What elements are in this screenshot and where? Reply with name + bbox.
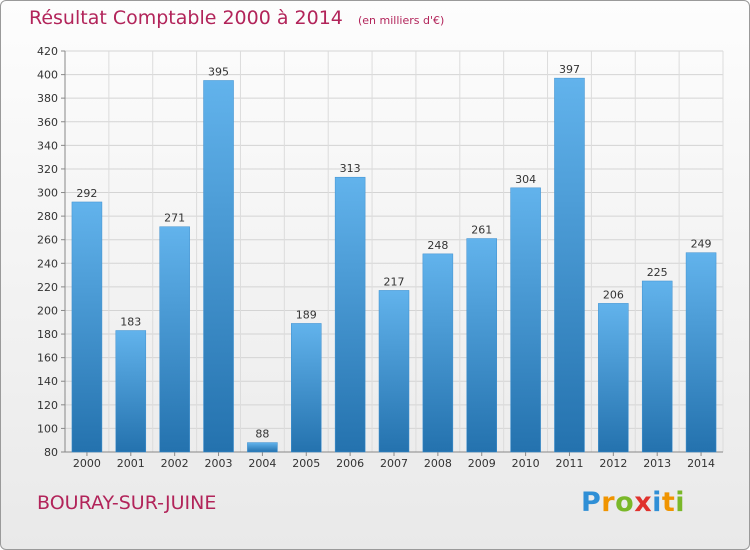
bar [71,201,103,453]
y-tick-label: 80 [44,446,58,459]
logo-letter: r [601,487,616,518]
y-tick-label: 140 [37,375,58,388]
data-label: 217 [384,275,405,288]
bar [203,80,234,453]
y-tick-label: 340 [37,139,58,152]
bar [641,280,673,453]
bar [554,77,585,453]
data-label: 183 [120,316,141,329]
logo-letter: t [661,487,676,518]
y-tick-label: 100 [37,422,58,435]
bar [247,442,278,453]
chart-title: Résultat Comptable 2000 à 2014 [29,7,343,29]
y-tick-label: 180 [37,328,58,341]
y-tick-label: 160 [37,352,58,365]
data-label: 189 [296,308,317,321]
data-label: 88 [255,428,269,441]
x-tick-label: 2000 [73,457,101,470]
data-label: 397 [559,63,580,76]
y-tick-label: 200 [37,304,58,317]
logo-letter: i [675,487,686,518]
x-tick-label: 2004 [248,457,276,470]
bar [159,226,190,453]
y-tick-label: 400 [37,69,58,82]
x-tick-label: 2005 [292,457,320,470]
x-tick-label: 2009 [468,457,496,470]
bar [510,187,541,453]
x-tick-label: 2010 [512,457,540,470]
logo-letter: P [581,487,602,518]
logo-letter: x [634,487,653,518]
y-tick-label: 240 [37,257,58,270]
y-tick-label: 300 [37,187,58,200]
data-label: 249 [691,238,712,251]
bar [685,252,717,453]
y-tick-label: 360 [37,116,58,129]
y-tick-label: 320 [37,163,58,176]
bar [598,303,629,453]
bar [422,253,454,453]
y-tick-label: 260 [37,234,58,247]
x-tick-label: 2011 [555,457,583,470]
proxiti-logo: Proxiti [581,487,685,518]
y-tick-label: 220 [37,281,58,294]
data-label: 395 [208,65,229,78]
y-tick-label: 120 [37,399,58,412]
bar [291,323,322,453]
x-tick-label: 2001 [117,457,145,470]
data-label: 292 [76,187,97,200]
x-tick-label: 2013 [643,457,671,470]
x-tick-label: 2008 [424,457,452,470]
x-tick-label: 2002 [161,457,189,470]
data-label: 304 [515,173,536,186]
data-label: 225 [647,266,668,279]
y-tick-label: 420 [37,45,58,58]
x-tick-label: 2003 [205,457,233,470]
x-tick-label: 2014 [687,457,715,470]
bar [466,238,497,453]
x-tick-label: 2012 [599,457,627,470]
x-tick-label: 2006 [336,457,364,470]
data-label: 248 [427,239,448,252]
data-label: 271 [164,212,185,225]
y-tick-label: 380 [37,92,58,105]
data-label: 313 [340,162,361,175]
logo-letter: i [652,487,662,518]
bar [334,176,366,453]
title-bar: Résultat Comptable 2000 à 2014 (en milli… [29,7,444,29]
chart-subtitle: (en milliers d'€) [357,14,445,27]
data-label: 206 [603,288,624,301]
commune-name: BOURAY-SUR-JUINE [37,492,217,514]
logo-letter: o [615,487,635,518]
data-label: 261 [471,224,492,237]
bar [115,330,147,453]
y-tick-label: 280 [37,210,58,223]
x-tick-label: 2007 [380,457,408,470]
bar [378,290,410,453]
